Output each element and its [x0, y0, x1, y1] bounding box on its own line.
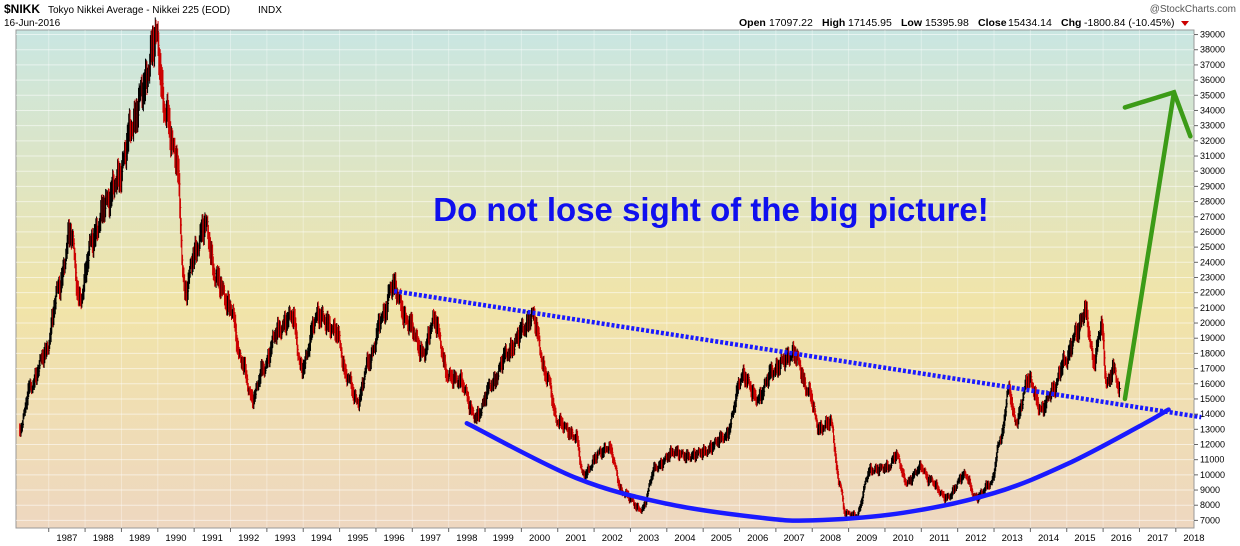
symbol-label: $NIKK	[4, 2, 40, 16]
grid	[16, 30, 1194, 528]
close-value: 15434.14	[1008, 17, 1052, 29]
y-tick-label: 11000	[1200, 455, 1224, 465]
x-tick-label: 2001	[565, 533, 586, 544]
y-tick-label: 19000	[1200, 333, 1225, 343]
y-tick-label: 29000	[1200, 181, 1225, 191]
y-tick-label: 31000	[1200, 151, 1225, 161]
plot-area	[15, 29, 1195, 529]
x-tick-label: 2009	[856, 533, 877, 544]
chg-down-icon	[1181, 21, 1189, 26]
x-tick-label: 1994	[311, 533, 332, 544]
x-tick-label: 2007	[783, 533, 804, 544]
x-tick-label: 1998	[456, 533, 477, 544]
y-tick-label: 32000	[1200, 136, 1225, 146]
y-tick-label: 27000	[1200, 212, 1225, 222]
y-tick-label: 21000	[1200, 303, 1225, 313]
y-tick-label: 20000	[1200, 318, 1225, 328]
x-tick-label: 2013	[1002, 533, 1023, 544]
y-tick-label: 12000	[1200, 439, 1225, 449]
x-tick-label: 2011	[929, 533, 949, 544]
x-tick-label: 2005	[711, 533, 732, 544]
resistance-trendline	[393, 288, 1202, 420]
y-tick-label: 8000	[1200, 500, 1220, 510]
support-curve	[464, 407, 1171, 523]
x-tick-label: 1993	[274, 533, 295, 544]
up-arrow-shaft	[1122, 90, 1177, 402]
name-label: Tokyo Nikkei Average - Nikkei 225 (EOD)	[48, 5, 230, 16]
x-tick-label: 1995	[347, 533, 368, 544]
x-tick-label: 2000	[529, 533, 550, 544]
x-tick-label: 1992	[238, 533, 259, 544]
y-tick-label: 17000	[1200, 364, 1225, 374]
y-tick-label: 34000	[1200, 105, 1225, 115]
y-tick-label: 30000	[1200, 166, 1225, 176]
overlays	[393, 89, 1202, 523]
up-arrow-head	[1122, 89, 1193, 139]
low-label: Low	[901, 17, 923, 29]
y-tick-label: 22000	[1200, 288, 1225, 298]
x-tick-label: 2017	[1147, 533, 1168, 544]
exchange-label: INDX	[258, 5, 282, 16]
x-tick-label: 1988	[93, 533, 114, 544]
x-tick-label: 2002	[602, 533, 623, 544]
x-tick-label: 1989	[129, 533, 150, 544]
x-tick-label: 1997	[420, 533, 441, 544]
y-tick-label: 28000	[1200, 197, 1225, 207]
open-value: 17097.22	[769, 17, 813, 29]
chg-value: -1800.84 (-10.45%)	[1084, 17, 1174, 29]
chg-label: Chg	[1061, 17, 1081, 29]
x-tick-label: 2010	[893, 533, 914, 544]
x-tick-label: 2004	[674, 533, 695, 544]
y-tick-label: 26000	[1200, 227, 1225, 237]
y-tick-label: 25000	[1200, 242, 1225, 252]
y-tick-label: 35000	[1200, 90, 1225, 100]
date-label: 16-Jun-2016	[4, 18, 61, 29]
x-tick-label: 2003	[638, 533, 659, 544]
y-tick-label: 15000	[1200, 394, 1225, 404]
high-label: High	[822, 17, 845, 29]
x-tick-label: 2018	[1183, 533, 1204, 544]
y-tick-label: 16000	[1200, 379, 1225, 389]
y-tick-label: 7000	[1200, 515, 1220, 525]
open-label: Open	[739, 17, 766, 29]
x-tick-label: 2015	[1074, 533, 1095, 544]
x-tick-label: 2016	[1111, 533, 1132, 544]
y-tick-label: 38000	[1200, 45, 1225, 55]
y-tick-label: 39000	[1200, 30, 1225, 40]
y-tick-label: 10000	[1200, 470, 1225, 480]
y-tick-label: 18000	[1200, 348, 1225, 358]
price-bars	[19, 17, 1122, 520]
y-tick-label: 37000	[1200, 60, 1225, 70]
x-tick-label: 2008	[820, 533, 841, 544]
annotation-text: Do not lose sight of the big picture!	[433, 191, 988, 228]
low-value: 15395.98	[925, 17, 969, 29]
x-tick-label: 1999	[493, 533, 514, 544]
y-tick-label: 14000	[1200, 409, 1225, 419]
y-tick-label: 33000	[1200, 121, 1225, 131]
x-axis: 1987 1988 1989 1990 1991 1992 1993 1994 1995 1996…	[48, 528, 1205, 544]
y-tick-label: 23000	[1200, 272, 1225, 282]
close-label: Close	[978, 17, 1007, 29]
high-value: 17145.95	[848, 17, 892, 29]
y-axis: 7000 8000 9000 10000 11000 12000 13000 14000 150…	[1194, 30, 1225, 525]
x-tick-label: 1990	[165, 533, 186, 544]
x-tick-label: 2006	[747, 533, 768, 544]
x-tick-label: 2012	[965, 533, 986, 544]
y-tick-label: 9000	[1200, 485, 1220, 495]
y-tick-label: 13000	[1200, 424, 1225, 434]
x-tick-label: 2014	[1038, 533, 1059, 544]
y-tick-label: 24000	[1200, 257, 1225, 267]
watermark: @StockCharts.com	[1150, 4, 1236, 15]
x-tick-label: 1996	[384, 533, 405, 544]
x-tick-label: 1987	[56, 533, 77, 544]
x-tick-label: 1991	[202, 533, 223, 544]
y-tick-label: 36000	[1200, 75, 1225, 85]
